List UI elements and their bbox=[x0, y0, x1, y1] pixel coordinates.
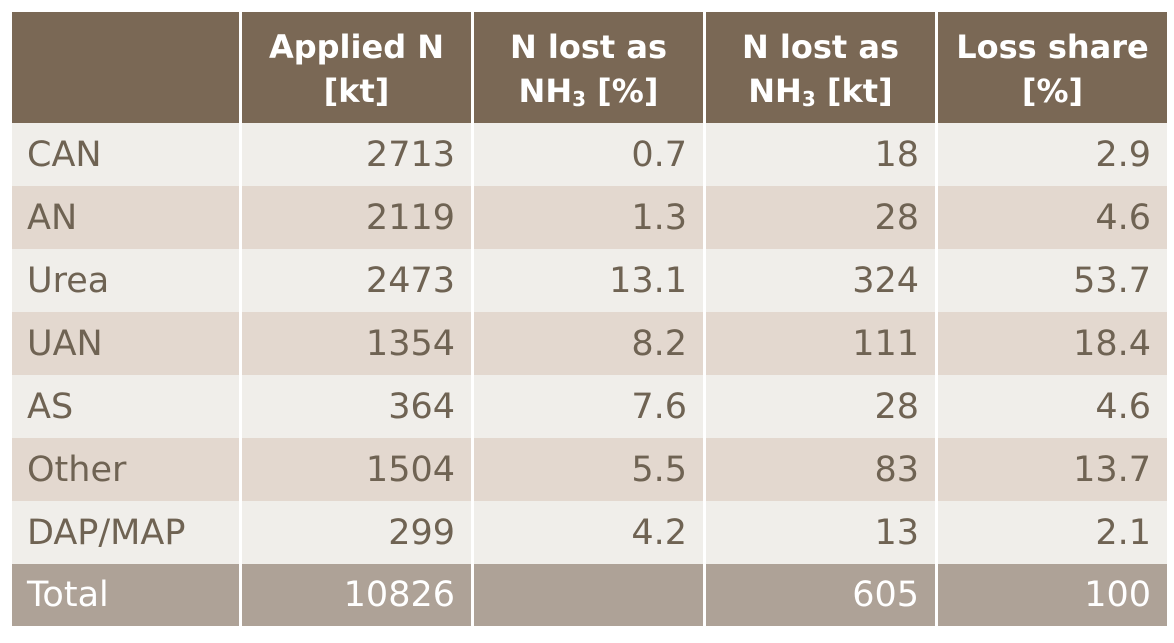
table-cell: 1354 bbox=[242, 312, 471, 375]
table-cell: 111 bbox=[706, 312, 935, 375]
header-text: N lost as bbox=[742, 27, 899, 66]
table-cell: 13 bbox=[706, 501, 935, 564]
table-row-label: AS bbox=[12, 375, 239, 438]
table-cell: 364 bbox=[242, 375, 471, 438]
table-cell: 324 bbox=[706, 249, 935, 312]
table-row-label: UAN bbox=[12, 312, 239, 375]
table-cell: 1.3 bbox=[474, 186, 703, 249]
table-cell: 83 bbox=[706, 438, 935, 501]
table-cell: 1504 bbox=[242, 438, 471, 501]
table-row-label: Other bbox=[12, 438, 239, 501]
table-cell: 5.5 bbox=[474, 438, 703, 501]
table-cell: 4.6 bbox=[938, 186, 1167, 249]
table-cell: 299 bbox=[242, 501, 471, 564]
table-row-label: Urea bbox=[12, 249, 239, 312]
table-cell: 13.7 bbox=[938, 438, 1167, 501]
table-cell: 4.2 bbox=[474, 501, 703, 564]
table-cell: 28 bbox=[706, 186, 935, 249]
table-cell: 18.4 bbox=[938, 312, 1167, 375]
header-loss-share: Loss share [%] bbox=[938, 12, 1167, 123]
table-row-label: DAP/MAP bbox=[12, 501, 239, 564]
table-cell: 13.1 bbox=[474, 249, 703, 312]
total-row-label: Total bbox=[12, 564, 239, 626]
header-n-lost-percent: N lost as NH3 [%] bbox=[474, 12, 703, 123]
table-cell: 18 bbox=[706, 123, 935, 186]
table-cell: 2.1 bbox=[938, 501, 1167, 564]
table-cell: 2713 bbox=[242, 123, 471, 186]
total-cell bbox=[474, 564, 703, 626]
header-unit: [%] bbox=[1021, 71, 1084, 110]
header-unit: NH3 [%] bbox=[518, 71, 659, 111]
header-text: Applied N bbox=[268, 27, 445, 66]
header-unit: NH3 [kt] bbox=[748, 71, 893, 111]
header-n-lost-kt: N lost as NH3 [kt] bbox=[706, 12, 935, 123]
header-text: N lost as bbox=[510, 27, 667, 66]
total-cell: 100 bbox=[938, 564, 1167, 626]
table-cell: 2119 bbox=[242, 186, 471, 249]
table-cell: 53.7 bbox=[938, 249, 1167, 312]
table-cell: 8.2 bbox=[474, 312, 703, 375]
table-cell: 0.7 bbox=[474, 123, 703, 186]
total-cell: 605 bbox=[706, 564, 935, 626]
header-cell-label bbox=[12, 12, 239, 123]
table-cell: 28 bbox=[706, 375, 935, 438]
table-cell: 2.9 bbox=[938, 123, 1167, 186]
fertilizer-table: Applied N [kt] N lost as NH3 [%] N lost … bbox=[12, 12, 1167, 630]
header-text: Loss share bbox=[956, 27, 1149, 66]
table-cell: 2473 bbox=[242, 249, 471, 312]
header-unit: [kt] bbox=[323, 71, 390, 110]
table-cell: 7.6 bbox=[474, 375, 703, 438]
table-row-label: CAN bbox=[12, 123, 239, 186]
total-cell: 10826 bbox=[242, 564, 471, 626]
table-row-label: AN bbox=[12, 186, 239, 249]
header-applied-n: Applied N [kt] bbox=[242, 12, 471, 123]
table-cell: 4.6 bbox=[938, 375, 1167, 438]
